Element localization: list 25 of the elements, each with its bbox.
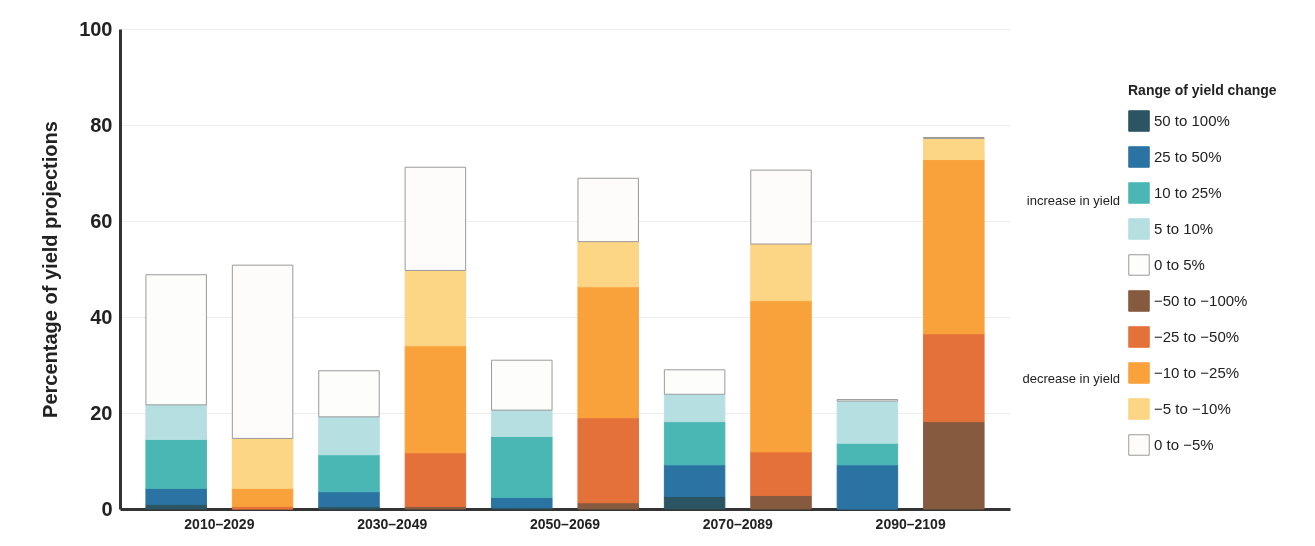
y-tick-label: 80 [90,113,113,136]
legend-label: 5 to 10% [1154,220,1214,237]
x-tick-label: 2030–2049 [357,515,428,532]
legend-label: −25 to −50% [1154,328,1240,345]
legend-label: 50 to 100% [1154,112,1230,129]
y-tick-label: 20 [90,401,113,424]
legend-label: −10 to −25% [1154,364,1240,381]
text: decrease in yield [1022,371,1120,386]
y-tick-label: 0 [101,497,113,520]
legend-label: 0 to −5% [1154,436,1214,453]
y-tick-label: 40 [90,305,113,328]
x-tick-label: 2070–2089 [702,515,774,532]
y-tick-label: 100 [79,17,113,40]
legend-title: Range of yield change [1128,82,1277,98]
x-tick-label: 2010–2029 [184,515,255,532]
x-tick-label: 2090–2109 [875,515,946,532]
x-tick-label: 2050–2069 [529,515,601,532]
legend-label: 25 to 50% [1154,148,1222,165]
text: increase in yield [1026,193,1120,208]
y-axis-title: Percentage of yield projections [39,121,62,418]
legend-label: 0 to 5% [1154,256,1205,273]
legend-label: −5 to −10% [1154,400,1231,417]
legend-label: 10 to 25% [1154,184,1222,201]
legend-label: −50 to −100% [1154,292,1248,309]
y-tick-label: 60 [90,209,113,232]
